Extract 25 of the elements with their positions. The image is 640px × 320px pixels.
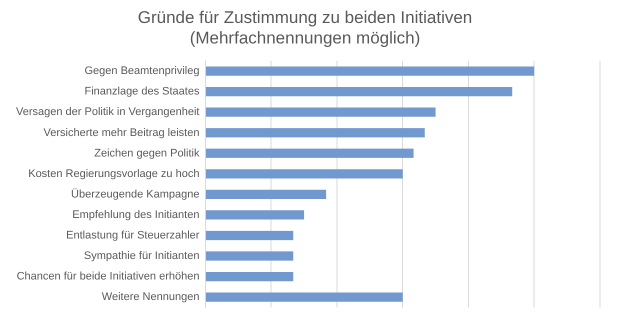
y-tick-label: Gegen Beamtenprivileg bbox=[84, 65, 200, 78]
y-tick-label: Zeichen gegen Politik bbox=[94, 147, 200, 160]
y-tick-label: Kosten Regierungsvorlage zu hoch bbox=[28, 168, 200, 180]
bar bbox=[206, 66, 534, 76]
y-tick-label: Finanzlage des Staates bbox=[84, 86, 200, 98]
bar bbox=[206, 148, 414, 158]
bar bbox=[206, 108, 436, 117]
y-tick-label: Versagen der Politik in Vergangenheit bbox=[16, 106, 200, 118]
y-tick-label: Überzeugende Kampagne bbox=[71, 187, 200, 200]
bar bbox=[206, 210, 304, 220]
y-tick-label: Entlastung für Steuerzahler bbox=[66, 230, 200, 242]
y-tick-label: Empfehlung des Initianten bbox=[72, 208, 200, 221]
y-tick-label: Sympathie für Initianten bbox=[84, 250, 200, 262]
y-tick-label: Chancen für beide Initiativen erhöhen bbox=[16, 270, 200, 283]
bar bbox=[206, 190, 326, 199]
bar bbox=[206, 292, 403, 302]
bar bbox=[206, 251, 294, 261]
bar bbox=[206, 169, 403, 178]
bar bbox=[206, 128, 425, 138]
y-tick-label: Versicherte mehr Beitrag leisten bbox=[44, 126, 200, 139]
y-tick-label: Weitere Nennungen bbox=[102, 291, 200, 304]
bar bbox=[206, 87, 512, 96]
bar bbox=[206, 272, 294, 282]
bar bbox=[206, 230, 294, 240]
chart-title: Gründe für Zustimmung zu beiden Initiativen (Mehrfachnennungen möglich) bbox=[138, 8, 472, 48]
